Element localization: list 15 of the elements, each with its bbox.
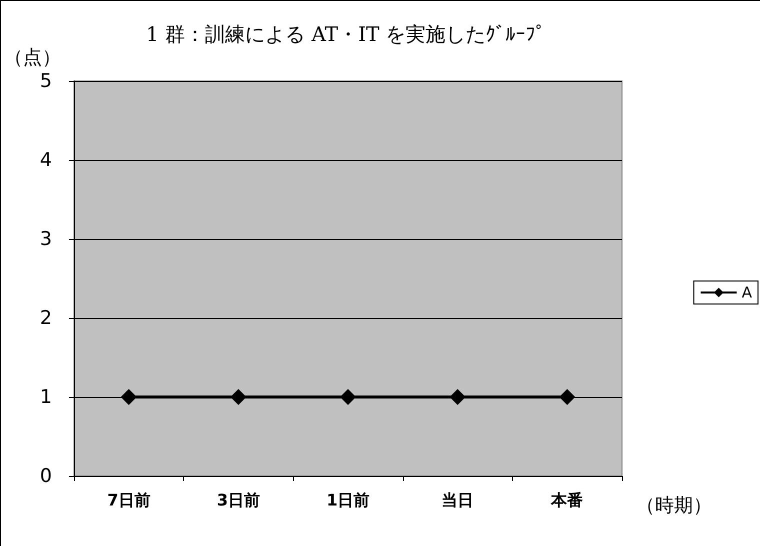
y-tick-label: 1 (40, 386, 52, 408)
legend-label: A (742, 284, 753, 302)
x-tick-label: 7日前 (107, 490, 150, 510)
y-tick-label: 5 (40, 70, 52, 92)
y-tick-label: 4 (40, 149, 52, 171)
x-tick-label: 本番 (550, 490, 584, 510)
x-tick-label: 3日前 (216, 490, 260, 510)
x-tick-label: 1日前 (326, 490, 370, 510)
y-tick-label: 0 (40, 465, 52, 487)
x-tick-label: 当日 (442, 490, 474, 510)
chart-title: 1 群：訓練による AT・IT を実施したｸﾞﾙｰﾌﾟ (146, 22, 546, 46)
y-tick-label: 3 (40, 228, 52, 250)
y-tick-label: 2 (40, 307, 52, 329)
x-axis-title: （時期） (636, 494, 712, 516)
y-axis-title: （点） (4, 46, 61, 68)
